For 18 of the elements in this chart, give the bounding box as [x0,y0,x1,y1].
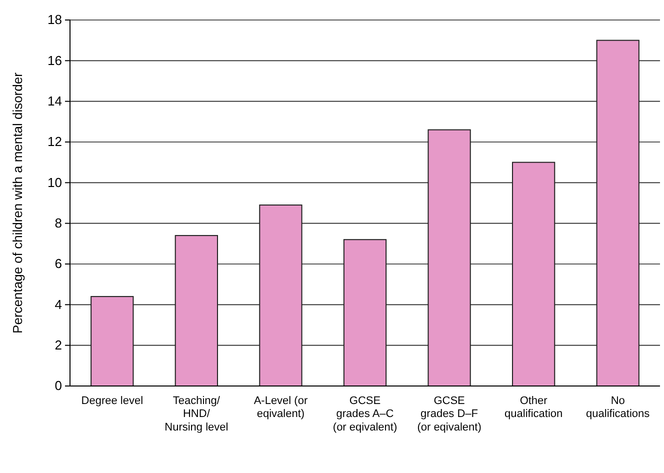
y-tick-label: 12 [48,134,62,150]
y-tick-label: 6 [54,256,62,272]
y-tick-label: 4 [54,296,62,312]
y-tick-label: 10 [48,174,62,190]
y-tick-label: 2 [54,337,62,352]
x-tick-label: A-Level (or eqivalent) [254,394,308,420]
y-tick-label: 8 [54,215,62,230]
x-tick-label: Teaching/ HND/ Nursing level [164,394,228,434]
x-tick-label: No qualifications [586,394,650,420]
x-tick-label: GCSE grades A–C (or eqivalent) [332,394,398,434]
y-tick-label: 0 [54,378,62,394]
y-tick-label: 18 [48,12,62,28]
y-tick-label: 16 [48,52,62,68]
x-tick-label: Degree level [81,394,144,407]
x-tick-label: GCSE grades D–F (or eqivalent) [417,394,482,434]
y-axis-title: Percentage of children with a mental disorder [10,72,25,334]
y-tick-label: 14 [48,93,62,108]
x-tick-label: Other qualification [504,394,563,420]
